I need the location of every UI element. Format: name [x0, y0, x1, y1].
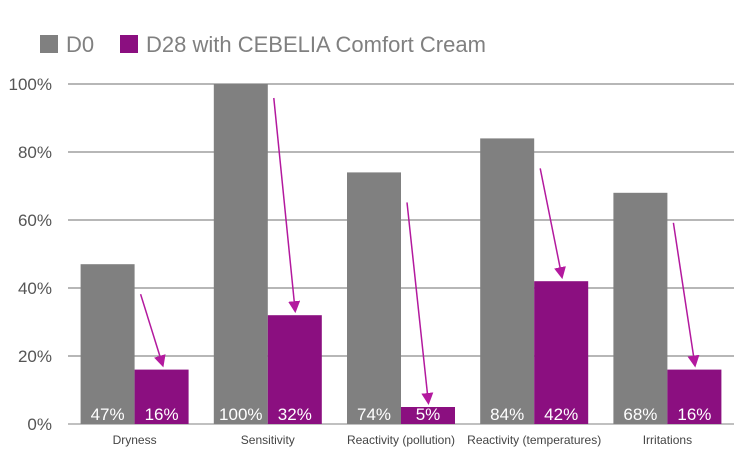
decrease-arrow [672, 222, 700, 368]
legend-swatch-d0 [40, 35, 58, 53]
y-tick-label: 100% [9, 75, 52, 94]
decrease-arrow [406, 202, 434, 405]
decrease-arrow [139, 293, 166, 368]
data-label: 47% [91, 405, 125, 424]
bar [613, 192, 668, 424]
bar [401, 407, 455, 424]
decrease-arrows [139, 97, 700, 405]
bar [347, 172, 401, 424]
legend-label-d0: D0 [66, 32, 94, 57]
bar [267, 315, 322, 424]
bar [534, 281, 589, 424]
decrease-arrow [539, 168, 566, 280]
legend-label-d28: D28 with CEBELIA Comfort Cream [146, 32, 486, 57]
y-tick-label: 0% [27, 415, 52, 434]
data-label: 100% [219, 405, 262, 424]
data-label: 5% [416, 405, 441, 424]
y-tick-label: 20% [18, 347, 52, 366]
legend-swatch-d28 [120, 35, 138, 53]
y-tick-label: 80% [18, 143, 52, 162]
y-tick-label: 60% [18, 211, 52, 230]
y-axis-ticks: 0% 20% 40% 60% 80% 100% [9, 75, 52, 434]
data-label: 32% [278, 405, 312, 424]
data-label: 42% [544, 405, 578, 424]
bars [80, 84, 722, 424]
x-tick-label: Reactivity (pollution) [347, 433, 455, 447]
data-label: 16% [677, 405, 711, 424]
bar [213, 84, 268, 424]
bar [667, 369, 722, 424]
bar [134, 369, 189, 424]
y-tick-label: 40% [18, 279, 52, 298]
data-label: 68% [623, 405, 657, 424]
x-tick-label: Irritations [643, 433, 692, 447]
data-label: 16% [145, 405, 179, 424]
legend: D0 D28 with CEBELIA Comfort Cream [40, 32, 486, 57]
x-axis-labels: Dryness Sensitivity Reactivity (pollution)… [113, 433, 692, 447]
data-label: 74% [357, 405, 391, 424]
x-tick-label: Sensitivity [241, 433, 295, 447]
decrease-arrow [273, 97, 301, 314]
bar [480, 138, 535, 424]
x-tick-label: Dryness [113, 433, 157, 447]
x-tick-label: Reactivity (temperatures) [467, 433, 601, 447]
data-labels: 47% 16% 100% 32% 74% 5% 84% 42% 68% 16% [91, 405, 712, 424]
bar [80, 264, 135, 424]
data-label: 84% [490, 405, 524, 424]
